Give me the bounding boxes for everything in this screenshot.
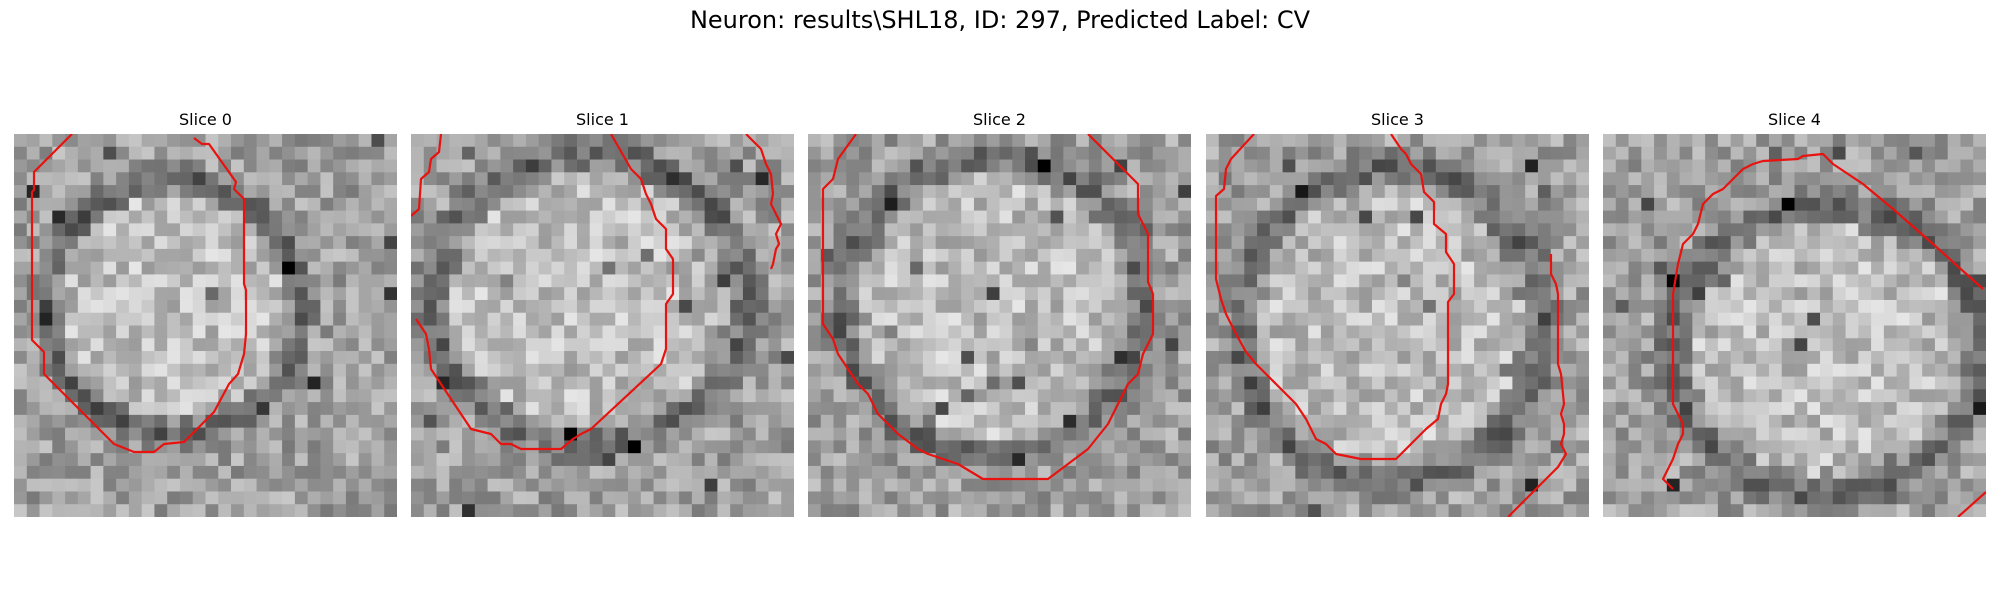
slice-panel-0: Slice 0 xyxy=(14,108,397,517)
contour-line xyxy=(821,134,1155,481)
slice-panel-3: Slice 3 xyxy=(1206,108,1589,517)
pixel-grid xyxy=(411,134,794,517)
slice-title-2: Slice 2 xyxy=(973,110,1026,129)
slice-image-0 xyxy=(14,134,397,517)
pixel-grid xyxy=(1206,134,1589,517)
slice-image-4 xyxy=(1603,134,1986,517)
contour-line xyxy=(411,134,443,217)
slice-panel-2: Slice 2 xyxy=(808,108,1191,517)
slice-title-3: Slice 3 xyxy=(1371,110,1424,129)
contour-line xyxy=(415,134,675,451)
slice-image-2 xyxy=(808,134,1191,517)
slice-title-0: Slice 0 xyxy=(179,110,232,129)
contour-line xyxy=(745,134,783,270)
contour-line xyxy=(30,134,248,454)
contour-line xyxy=(1214,134,1456,461)
pixel-grid xyxy=(1603,134,1986,517)
slice-image-3 xyxy=(1206,134,1589,517)
slice-title-4: Slice 4 xyxy=(1768,110,1821,129)
figure-title: Neuron: results\SHL18, ID: 297, Predicte… xyxy=(689,6,1311,34)
contour-line xyxy=(1507,254,1568,517)
contour-line xyxy=(1957,491,1986,517)
contour-line xyxy=(1661,152,1984,490)
slice-image-1 xyxy=(411,134,794,517)
slice-panel-1: Slice 1 xyxy=(411,108,794,517)
pixel-grid xyxy=(808,134,1191,517)
slice-title-1: Slice 1 xyxy=(576,110,629,129)
pixel-grid xyxy=(14,134,397,517)
slice-panel-4: Slice 4 xyxy=(1603,108,1986,517)
